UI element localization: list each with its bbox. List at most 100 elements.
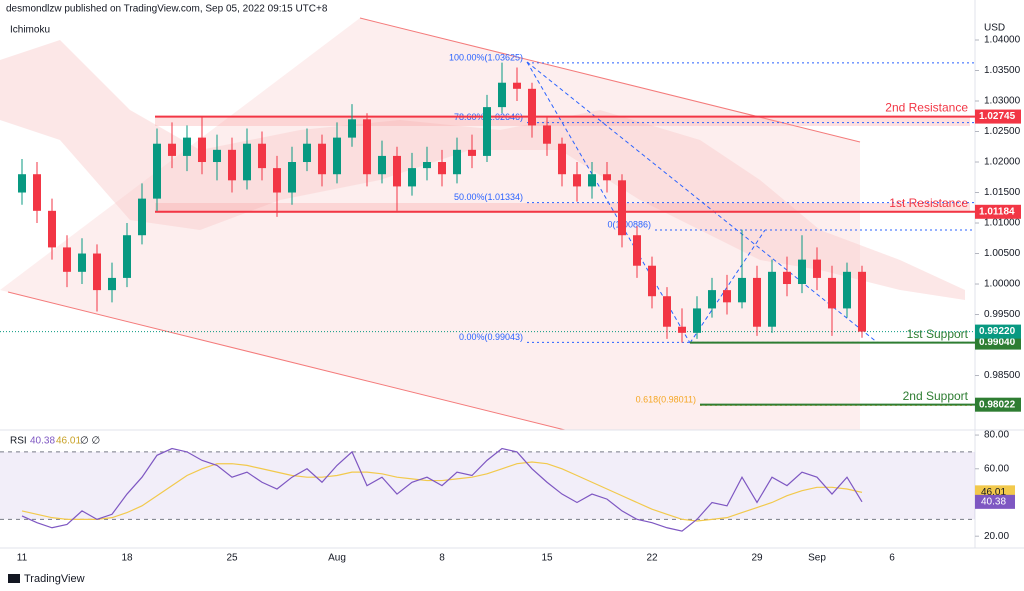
candle-body bbox=[303, 143, 311, 163]
x-tick-label: Sep bbox=[808, 553, 826, 564]
level-name: 2nd Resistance bbox=[885, 101, 968, 115]
candle-body bbox=[63, 247, 71, 272]
candle-body bbox=[663, 296, 671, 327]
candle-body bbox=[453, 149, 461, 175]
candle-body bbox=[18, 174, 26, 193]
candle-body bbox=[573, 174, 581, 187]
rsi-band bbox=[0, 451, 975, 520]
candle-body bbox=[348, 119, 356, 138]
fib-label: 50.00%(1.01334) bbox=[454, 192, 523, 202]
x-tick-label: 18 bbox=[121, 553, 133, 564]
price-box bbox=[975, 397, 1021, 412]
candle-body bbox=[168, 143, 176, 156]
candle-body bbox=[678, 326, 686, 333]
candle-body bbox=[33, 174, 41, 211]
candle-body bbox=[258, 143, 266, 169]
x-tick-label: 6 bbox=[889, 553, 895, 564]
candle-body bbox=[183, 137, 191, 156]
candle-body bbox=[93, 253, 101, 291]
level-name: 2nd Support bbox=[903, 389, 969, 403]
rsi-tick-label: 20.00 bbox=[984, 531, 1009, 542]
price-box bbox=[975, 324, 1021, 339]
candle-body bbox=[108, 277, 116, 291]
level-name: 1st Support bbox=[907, 327, 969, 341]
candle-body bbox=[198, 137, 206, 163]
price-box-label: 0.98022 bbox=[979, 399, 1016, 410]
candle-body bbox=[813, 259, 821, 278]
fib-label: 100.00%(1.03625) bbox=[449, 52, 523, 62]
candle-body bbox=[273, 168, 281, 193]
candle-body bbox=[378, 155, 386, 175]
candle-body bbox=[213, 149, 221, 163]
price-box-label: 1.02745 bbox=[979, 111, 1016, 122]
y-tick-label: 1.01500 bbox=[984, 187, 1021, 198]
y-tick-label: 1.01000 bbox=[984, 218, 1021, 229]
resistance-zone bbox=[155, 203, 970, 213]
candle-body bbox=[408, 168, 416, 187]
candle-body bbox=[603, 174, 611, 181]
candle-body bbox=[318, 143, 326, 175]
candle-body bbox=[558, 143, 566, 175]
channel-fill bbox=[0, 18, 860, 430]
candle-body bbox=[468, 149, 476, 156]
y-tick-label: 1.04000 bbox=[984, 35, 1021, 46]
channel-upper bbox=[359, 17, 861, 143]
candle-body bbox=[243, 143, 251, 181]
rsi-value: 40.38 bbox=[30, 436, 55, 447]
candle-body bbox=[858, 271, 866, 332]
candle-body bbox=[78, 253, 86, 272]
ichimoku-cloud bbox=[0, 40, 965, 300]
candle-body bbox=[438, 162, 446, 175]
candle-body bbox=[768, 271, 776, 327]
fib-label: 0(1.00886) bbox=[607, 219, 651, 229]
rsi-ma-line bbox=[21, 461, 863, 522]
logo bbox=[8, 574, 20, 583]
y-tick-label: 1.03500 bbox=[984, 65, 1021, 76]
y-tick-label: 1.00000 bbox=[984, 279, 1021, 290]
candle-body bbox=[588, 174, 596, 187]
publisher: desmondlzw published on TradingView.com,… bbox=[6, 4, 328, 15]
resistance-zone bbox=[155, 116, 970, 126]
candle-body bbox=[708, 290, 716, 309]
x-tick-label: 22 bbox=[646, 553, 658, 564]
candle-body bbox=[483, 107, 491, 156]
price-box-label: 1.01184 bbox=[979, 206, 1015, 217]
candle-body bbox=[738, 277, 746, 303]
level-name: 1st Resistance bbox=[889, 196, 968, 210]
candle-body bbox=[498, 82, 506, 108]
price-box bbox=[975, 109, 1021, 124]
x-tick-label: 8 bbox=[439, 553, 445, 564]
candle-body bbox=[783, 271, 791, 285]
x-tick-label: Aug bbox=[328, 553, 346, 564]
footer: TradingView bbox=[24, 573, 85, 585]
candle-body bbox=[288, 162, 296, 193]
candle-body bbox=[648, 265, 656, 297]
candle-body bbox=[393, 155, 401, 187]
fib-label: 0.00%(0.99043) bbox=[459, 332, 523, 342]
y-tick-label: 1.03000 bbox=[984, 96, 1021, 107]
candle-body bbox=[828, 277, 836, 309]
y-tick-label: 0.99500 bbox=[984, 309, 1021, 320]
y-tick-label: 1.02000 bbox=[984, 157, 1021, 168]
rsi-tick-label: 80.00 bbox=[984, 430, 1009, 441]
channel-lower bbox=[7, 291, 566, 431]
candle-body bbox=[363, 119, 371, 175]
x-tick-label: 25 bbox=[226, 553, 238, 564]
fib-label: 0.618(0.98011) bbox=[636, 395, 696, 405]
y-tick-label: 1.02500 bbox=[984, 126, 1021, 137]
x-tick-label: 15 bbox=[541, 553, 553, 564]
candle-body bbox=[753, 277, 761, 327]
candle-body bbox=[618, 180, 626, 236]
currency: USD bbox=[984, 23, 1005, 34]
candle-body bbox=[543, 125, 551, 144]
candle-body bbox=[123, 235, 131, 278]
rsi-tick-label: 60.00 bbox=[984, 463, 1009, 474]
candle-body bbox=[228, 149, 236, 181]
x-tick-label: 11 bbox=[17, 553, 28, 564]
candle-body bbox=[153, 143, 161, 199]
candle-body bbox=[48, 210, 56, 248]
price-box bbox=[975, 204, 1021, 219]
candle-body bbox=[798, 259, 806, 285]
candle-body bbox=[633, 235, 641, 266]
